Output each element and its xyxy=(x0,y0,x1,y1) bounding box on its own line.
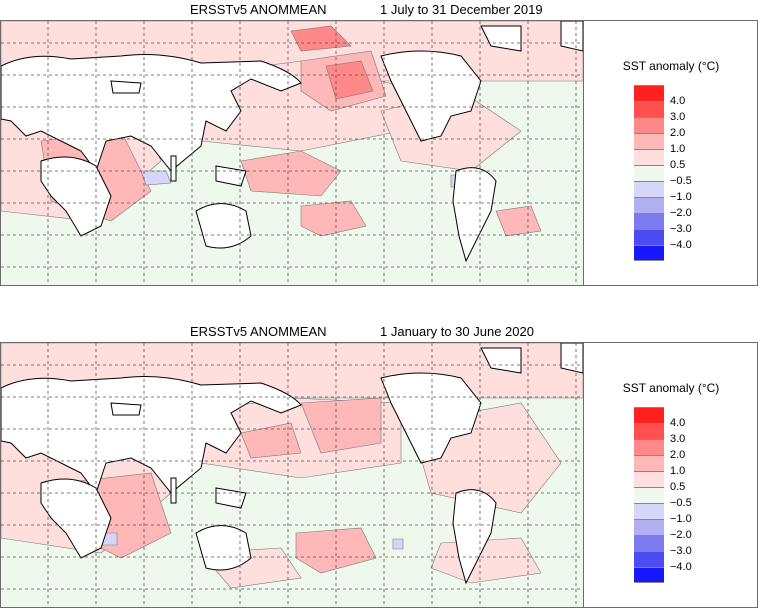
land-mass xyxy=(170,477,177,504)
legend: SST anomaly (°C) 4.0 3.0 2.0 1.0 0.5 −0.5 −1.0… xyxy=(584,20,758,286)
scale-swatch xyxy=(634,407,664,423)
scale-tick-label: 1.0 xyxy=(670,143,686,155)
anomaly-contour-region xyxy=(240,150,342,197)
map-panel-2020: ERSSTv5 ANOMMEAN 1 January to 30 June 20… xyxy=(0,322,758,612)
legend-title: SST anomaly (°C) xyxy=(622,381,720,395)
scale-swatch xyxy=(634,245,664,261)
scale-swatch xyxy=(634,133,664,149)
scale-swatch xyxy=(634,229,664,245)
anomaly-contour-region xyxy=(325,60,374,100)
scale-swatch xyxy=(634,455,664,471)
land-mass xyxy=(480,347,522,374)
panel-title-dataset: ERSSTv5 ANOMMEAN xyxy=(190,324,327,339)
land-mass xyxy=(110,402,142,416)
scale-swatch xyxy=(634,503,664,519)
scale-swatch xyxy=(634,149,664,165)
land-mass xyxy=(480,25,522,52)
scale-tick-label: −1.0 xyxy=(670,513,692,525)
scale-tick-label: 1.0 xyxy=(670,465,686,477)
scale-tick-label: −2.0 xyxy=(670,207,692,219)
panel-title-period: 1 January to 30 June 2020 xyxy=(380,324,534,339)
scale-tick-label: 0.5 xyxy=(670,481,686,493)
scale-tick-label: −1.0 xyxy=(670,191,692,203)
anomaly-contour-region xyxy=(392,538,404,550)
color-scale xyxy=(634,407,664,583)
scale-swatch xyxy=(634,181,664,197)
scale-swatch xyxy=(634,567,664,583)
land-mass xyxy=(1,376,302,495)
sst-anomaly-map xyxy=(0,20,584,286)
anomaly-contour-region xyxy=(290,25,352,52)
sst-anomaly-map xyxy=(0,342,584,608)
scale-tick-label: 2.0 xyxy=(670,127,686,139)
scale-swatch xyxy=(634,85,664,101)
anomaly-contour-region xyxy=(495,205,542,237)
land-mass xyxy=(380,50,482,142)
scale-swatch xyxy=(634,117,664,133)
map-panel-2019: ERSSTv5 ANOMMEAN 1 July to 31 December 2… xyxy=(0,0,758,290)
scale-swatch xyxy=(634,213,664,229)
anomaly-contour-region xyxy=(140,170,172,186)
scale-tick-label: 4.0 xyxy=(670,417,686,429)
scale-swatch xyxy=(634,551,664,567)
land-mass xyxy=(1,54,302,173)
scale-tick-label: −4.0 xyxy=(670,239,692,251)
scale-swatch xyxy=(634,197,664,213)
scale-swatch xyxy=(634,101,664,117)
scale-swatch xyxy=(634,487,664,503)
scale-tick-label: 2.0 xyxy=(670,449,686,461)
color-scale xyxy=(634,85,664,261)
panel-title-dataset: ERSSTv5 ANOMMEAN xyxy=(190,2,327,17)
scale-tick-label: 3.0 xyxy=(670,111,686,123)
land-mass xyxy=(110,80,142,94)
scale-swatch xyxy=(634,165,664,181)
scale-swatch xyxy=(634,439,664,455)
scale-swatch xyxy=(634,423,664,439)
land-mass xyxy=(560,343,583,374)
legend: SST anomaly (°C) 4.0 3.0 2.0 1.0 0.5 −0.5 −1.0… xyxy=(584,342,758,608)
land-mass xyxy=(560,21,583,52)
anomaly-contour-region xyxy=(300,200,367,237)
scale-tick-label: 3.0 xyxy=(670,433,686,445)
anomaly-contour-region xyxy=(295,527,377,574)
scale-tick-label: 0.5 xyxy=(670,159,686,171)
land-mass xyxy=(170,155,177,182)
scale-tick-label: −3.0 xyxy=(670,223,692,235)
scale-swatch xyxy=(634,535,664,551)
land-mass xyxy=(452,167,497,263)
anomaly-contour-region xyxy=(300,397,382,454)
land-mass xyxy=(40,478,112,559)
scale-tick-label: −3.0 xyxy=(670,545,692,557)
scale-tick-label: 4.0 xyxy=(670,95,686,107)
land-mass xyxy=(380,372,482,464)
legend-title: SST anomaly (°C) xyxy=(622,59,720,73)
scale-tick-label: −0.5 xyxy=(670,497,692,509)
scale-swatch xyxy=(634,471,664,487)
anomaly-contour-region xyxy=(240,422,302,459)
scale-tick-label: −4.0 xyxy=(670,561,692,573)
land-mass xyxy=(195,203,252,249)
scale-tick-label: −0.5 xyxy=(670,175,692,187)
panel-title-period: 1 July to 31 December 2019 xyxy=(380,2,543,17)
land-mass xyxy=(40,156,112,237)
scale-swatch xyxy=(634,519,664,535)
land-mass xyxy=(452,489,497,585)
land-mass xyxy=(195,525,252,571)
scale-tick-label: −2.0 xyxy=(670,529,692,541)
